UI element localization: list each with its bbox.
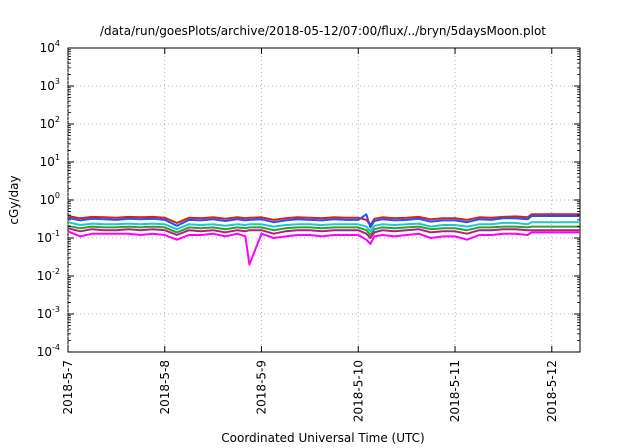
y-tick-label: 10-1 (37, 229, 60, 245)
x-axis-ticks: 2018-5-7 2018-5-8 2018-5-9 2018-5-10 2018-5-… (61, 48, 559, 422)
x-tick-label: 2018-5-9 (255, 360, 269, 414)
y-tick-label: 101 (40, 153, 60, 169)
series-line-5 (67, 227, 580, 239)
grid (67, 48, 580, 352)
x-tick-label: 2018-5-10 (351, 360, 365, 422)
y-tick-label: 103 (40, 77, 60, 93)
series-group (67, 213, 580, 266)
x-tick-label: 2018-5-8 (158, 360, 172, 414)
x-axis-label: Coordinated Universal Time (UTC) (221, 431, 424, 445)
y-tick-label: 10-2 (37, 267, 60, 283)
series-line-1 (67, 213, 580, 226)
y-tick-label: 10-4 (37, 343, 60, 359)
y-tick-label: 10-3 (37, 305, 60, 321)
x-tick-label: 2018-5-7 (61, 360, 75, 414)
y-axis-label: cGy/day (7, 175, 21, 224)
x-tick-label: 2018-5-12 (545, 360, 559, 422)
x-tick-label: 2018-5-11 (448, 360, 462, 422)
chart-title: /data/run/goesPlots/archive/2018-05-12/0… (100, 24, 546, 38)
series-line-6 (67, 230, 580, 266)
y-tick-label: 104 (40, 39, 60, 55)
y-axis-ticks: 10-4 10-3 10-2 10-1 100 101 102 103 104 (37, 39, 580, 359)
y-tick-label: 100 (40, 191, 60, 207)
series-line-3 (67, 221, 580, 233)
y-tick-label: 102 (40, 115, 60, 131)
series-line-2 (67, 213, 580, 229)
series-line-4 (67, 224, 580, 236)
